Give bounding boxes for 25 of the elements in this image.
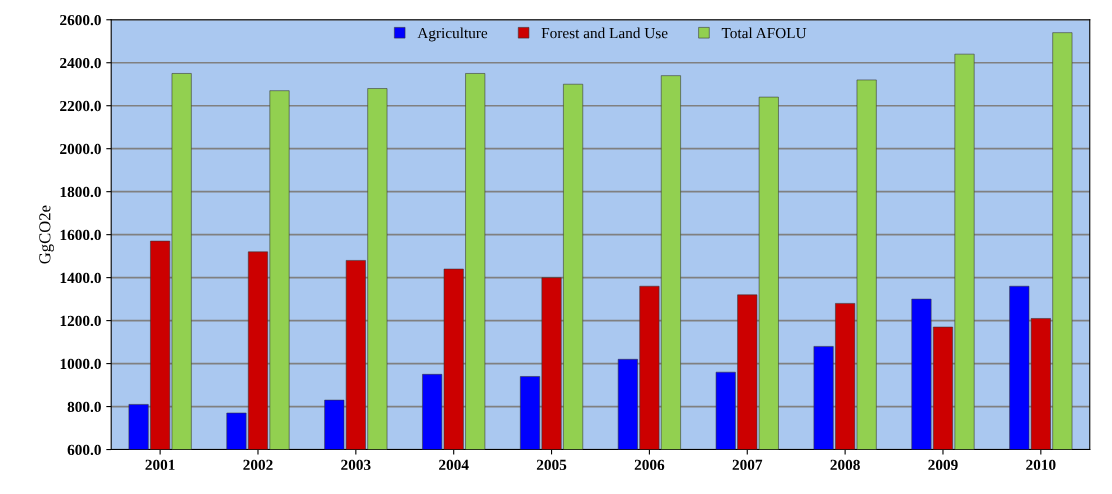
x-tick-label: 2006 <box>634 459 665 471</box>
y-axis-title: GgCO2e <box>39 205 54 264</box>
y-tick-label: 1200.0 <box>60 315 101 327</box>
y-tick-label: 2600.0 <box>60 14 101 26</box>
y-tick-label: 1000.0 <box>60 358 101 370</box>
y-tick-label: 1800.0 <box>60 186 101 198</box>
y-tick-label: 2200.0 <box>60 100 101 112</box>
x-tick-label: 2009 <box>928 459 958 471</box>
y-tick-label: 1600.0 <box>60 229 101 241</box>
y-tick-label: 1400.0 <box>60 272 101 284</box>
y-tick-label: 2400.0 <box>60 57 101 69</box>
x-tick-label: 2007 <box>732 459 763 471</box>
y-tick-label: 800.0 <box>67 401 101 413</box>
x-tick-label: 2002 <box>243 459 273 471</box>
x-tick-label: 2008 <box>830 459 860 471</box>
y-tick-label: 2000.0 <box>60 143 101 155</box>
x-tick-label: 2001 <box>145 459 175 471</box>
x-tick-label: 2004 <box>439 459 469 471</box>
legend-label: Total AFOLU <box>721 27 807 39</box>
legend-label: Agriculture <box>417 27 488 42</box>
legend-label: Forest and Land Use <box>541 27 668 39</box>
x-tick-label: 2003 <box>341 459 371 471</box>
x-tick-label: 2010 <box>1026 459 1056 471</box>
y-tick-label: 600.0 <box>67 444 101 456</box>
x-tick-label: 2005 <box>536 459 567 471</box>
